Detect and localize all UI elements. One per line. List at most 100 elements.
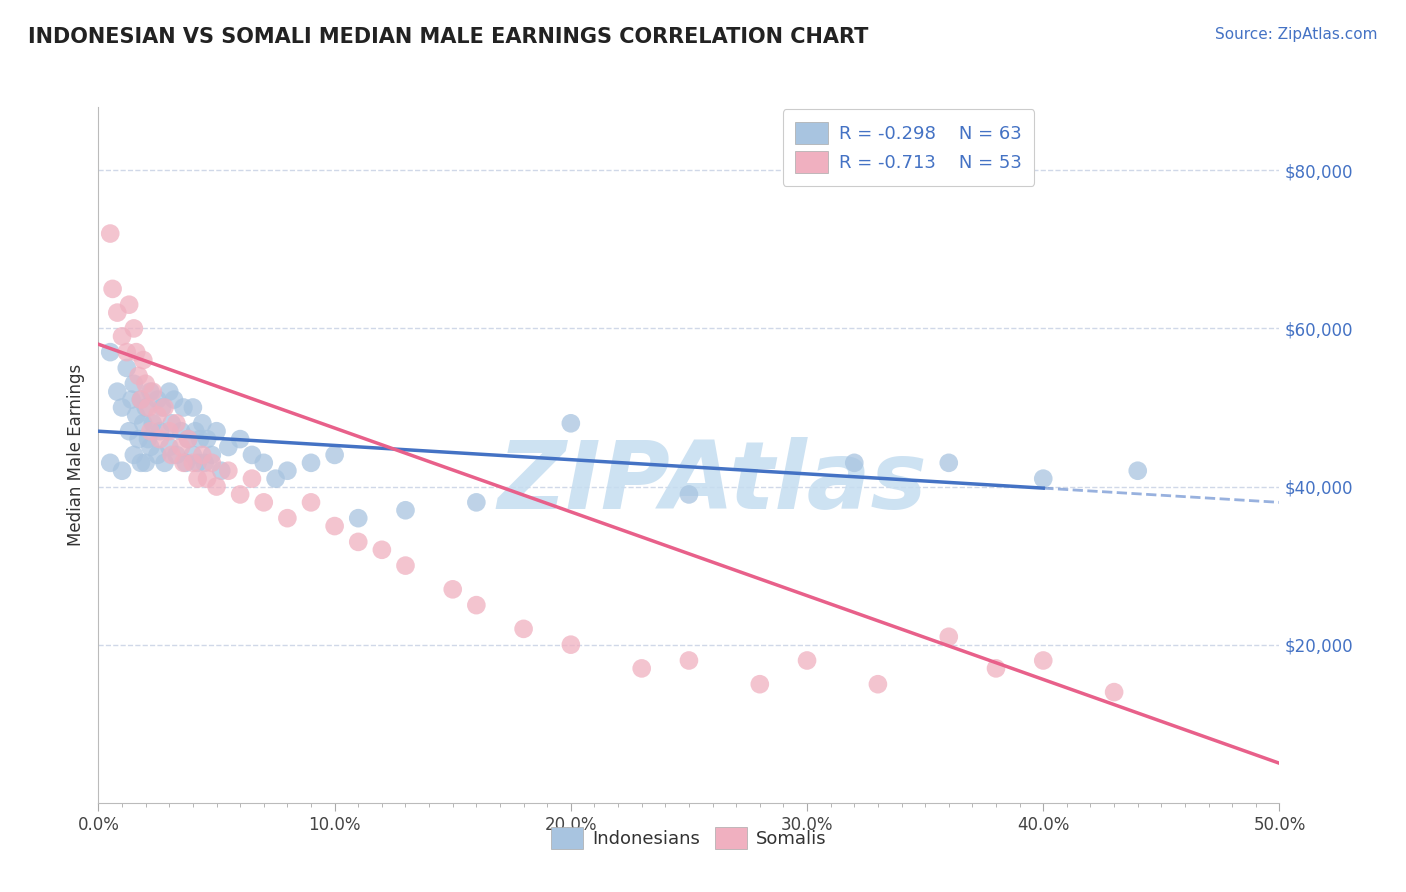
Point bbox=[121, 392, 143, 407]
Point bbox=[1102, 685, 1125, 699]
Point bbox=[187, 456, 209, 470]
Point bbox=[153, 456, 176, 470]
Point bbox=[195, 432, 218, 446]
Point bbox=[240, 448, 263, 462]
Point bbox=[323, 448, 346, 462]
Point bbox=[205, 424, 228, 438]
Point bbox=[184, 424, 207, 438]
Text: INDONESIAN VS SOMALI MEDIAN MALE EARNINGS CORRELATION CHART: INDONESIAN VS SOMALI MEDIAN MALE EARNING… bbox=[28, 27, 869, 46]
Point bbox=[111, 329, 134, 343]
Point bbox=[205, 479, 228, 493]
Point bbox=[938, 456, 960, 470]
Point bbox=[129, 392, 152, 407]
Point bbox=[111, 401, 134, 415]
Point bbox=[844, 456, 866, 470]
Point bbox=[465, 495, 488, 509]
Point bbox=[748, 677, 770, 691]
Point bbox=[191, 448, 214, 462]
Point bbox=[1032, 653, 1054, 667]
Point bbox=[136, 432, 159, 446]
Point bbox=[157, 440, 180, 454]
Point bbox=[165, 448, 187, 462]
Point bbox=[150, 401, 173, 415]
Point bbox=[394, 558, 416, 573]
Point bbox=[153, 401, 176, 415]
Point bbox=[139, 440, 162, 454]
Text: ZIPAtlas: ZIPAtlas bbox=[498, 437, 928, 529]
Point bbox=[253, 456, 276, 470]
Point bbox=[172, 456, 194, 470]
Point bbox=[125, 345, 148, 359]
Point bbox=[135, 456, 157, 470]
Point bbox=[165, 417, 187, 431]
Point bbox=[136, 401, 159, 415]
Point bbox=[276, 511, 298, 525]
Point bbox=[132, 417, 155, 431]
Point bbox=[139, 424, 162, 438]
Point bbox=[678, 487, 700, 501]
Point bbox=[347, 534, 370, 549]
Point bbox=[118, 298, 141, 312]
Point bbox=[125, 409, 148, 423]
Point bbox=[142, 384, 165, 399]
Point bbox=[177, 432, 200, 446]
Point bbox=[240, 472, 263, 486]
Point bbox=[105, 305, 128, 319]
Point bbox=[98, 456, 121, 470]
Point bbox=[128, 368, 150, 383]
Point bbox=[181, 456, 204, 470]
Point bbox=[111, 464, 134, 478]
Point bbox=[128, 432, 150, 446]
Point bbox=[181, 401, 204, 415]
Point bbox=[441, 582, 464, 597]
Point bbox=[122, 448, 145, 462]
Point bbox=[560, 417, 582, 431]
Point bbox=[796, 653, 818, 667]
Point bbox=[512, 622, 534, 636]
Point bbox=[163, 392, 186, 407]
Point bbox=[630, 661, 652, 675]
Point bbox=[177, 432, 200, 446]
Point bbox=[323, 519, 346, 533]
Point bbox=[209, 464, 232, 478]
Point bbox=[678, 653, 700, 667]
Point bbox=[118, 424, 141, 438]
Point bbox=[201, 456, 224, 470]
Point bbox=[146, 448, 169, 462]
Point bbox=[560, 638, 582, 652]
Point bbox=[188, 432, 211, 446]
Point bbox=[174, 456, 197, 470]
Point bbox=[172, 401, 194, 415]
Point bbox=[866, 677, 889, 691]
Point bbox=[1126, 464, 1149, 478]
Point bbox=[191, 417, 214, 431]
Point bbox=[984, 661, 1007, 675]
Point bbox=[115, 361, 138, 376]
Point bbox=[217, 440, 239, 454]
Point bbox=[129, 392, 152, 407]
Point bbox=[195, 472, 218, 486]
Point bbox=[135, 401, 157, 415]
Point bbox=[129, 456, 152, 470]
Legend: Indonesians, Somalis: Indonesians, Somalis bbox=[544, 820, 834, 856]
Point bbox=[217, 464, 239, 478]
Point bbox=[149, 424, 172, 438]
Point bbox=[98, 227, 121, 241]
Point bbox=[135, 376, 157, 391]
Point bbox=[394, 503, 416, 517]
Point bbox=[276, 464, 298, 478]
Point bbox=[170, 440, 193, 454]
Point bbox=[132, 353, 155, 368]
Point bbox=[146, 409, 169, 423]
Point bbox=[139, 384, 162, 399]
Point bbox=[229, 432, 252, 446]
Point bbox=[122, 376, 145, 391]
Point bbox=[170, 424, 193, 438]
Point bbox=[201, 448, 224, 462]
Point bbox=[149, 432, 172, 446]
Point bbox=[160, 448, 183, 462]
Text: Source: ZipAtlas.com: Source: ZipAtlas.com bbox=[1215, 27, 1378, 42]
Point bbox=[371, 542, 394, 557]
Point bbox=[157, 384, 180, 399]
Point bbox=[465, 598, 488, 612]
